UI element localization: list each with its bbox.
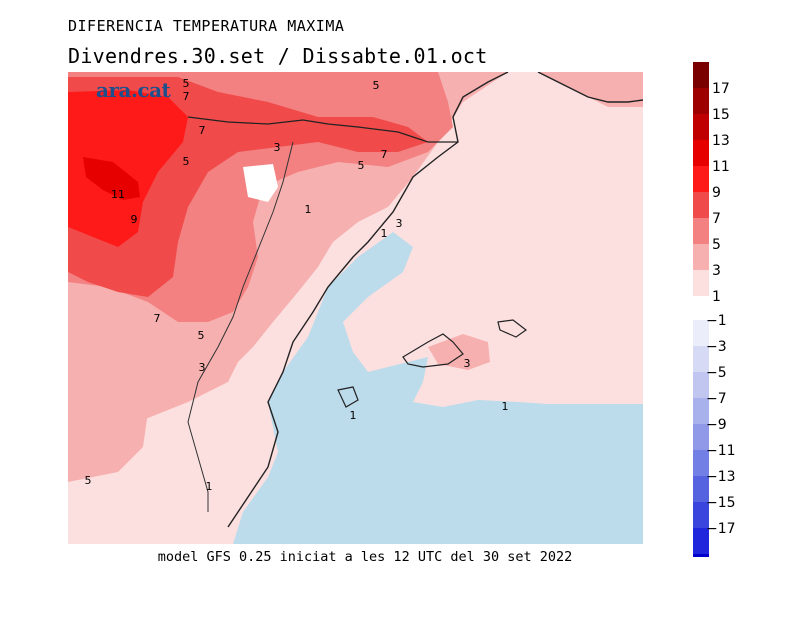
contour-label: 3 bbox=[199, 361, 206, 374]
contour-label: 5 bbox=[373, 79, 380, 92]
contour-label: 7 bbox=[199, 124, 206, 137]
legend-swatch bbox=[693, 450, 709, 476]
contour-label: 5 bbox=[183, 155, 190, 168]
legend-label: −13 bbox=[706, 469, 736, 485]
legend-label: 15 bbox=[712, 107, 730, 123]
legend-swatch bbox=[693, 424, 709, 450]
legend-label: −17 bbox=[706, 521, 736, 537]
zone-9-11 bbox=[68, 90, 188, 247]
legend-label: −3 bbox=[706, 339, 727, 355]
legend-swatch bbox=[693, 372, 709, 398]
contour-label: 1 bbox=[350, 409, 357, 422]
zone-near-zero bbox=[243, 164, 278, 202]
contour-label: 1 bbox=[206, 480, 213, 493]
contour-label: 9 bbox=[131, 213, 138, 226]
map-subtitle: Divendres.30.set / Dissabte.01.oct bbox=[68, 44, 488, 68]
legend-label: −15 bbox=[706, 495, 736, 511]
contour-label: 3 bbox=[464, 357, 471, 370]
legend-label: 13 bbox=[712, 133, 730, 149]
island-menorca bbox=[497, 319, 528, 338]
zone-3-5-east bbox=[538, 72, 643, 107]
color-legend: 17 15 13 11 9 7 5 3 1 −1 −3 −5 −7 −9 −11 −13 −15 −17 bbox=[693, 62, 736, 557]
legend-label: −1 bbox=[706, 313, 727, 329]
contour-label: 7 bbox=[183, 90, 190, 103]
model-info-footer: model GFS 0.25 iniciat a les 12 UTC del … bbox=[157, 549, 573, 565]
legend-swatch bbox=[693, 528, 709, 554]
legend-label: −11 bbox=[706, 443, 736, 459]
contour-label: 5 bbox=[85, 474, 92, 487]
legend-label: 17 bbox=[712, 81, 730, 97]
contour-label: 1 bbox=[502, 400, 509, 413]
coastline bbox=[227, 72, 643, 528]
legend-swatch bbox=[693, 140, 709, 166]
legend-label: −7 bbox=[706, 391, 727, 407]
contour-label: 1 bbox=[305, 203, 312, 216]
island-ibiza bbox=[337, 386, 359, 408]
contour-label: 5 bbox=[358, 159, 365, 172]
legend-swatch bbox=[693, 244, 709, 270]
zone-11-13 bbox=[83, 157, 140, 200]
contour-label: 3 bbox=[396, 217, 403, 230]
contour-label: 11 bbox=[111, 188, 125, 201]
zone-3-5-south bbox=[68, 392, 148, 482]
aracat-logo: ara.cat bbox=[96, 78, 171, 102]
legend-label: 11 bbox=[712, 159, 730, 175]
legend-label: −9 bbox=[706, 417, 727, 433]
legend-swatch bbox=[693, 88, 709, 114]
legend-swatch bbox=[693, 218, 709, 244]
legend-swatch bbox=[693, 502, 709, 528]
contour-label: 7 bbox=[381, 148, 388, 161]
legend-swatch bbox=[693, 346, 709, 372]
contour-label: 7 bbox=[154, 312, 161, 325]
legend-swatch bbox=[693, 192, 709, 218]
legend-label: 9 bbox=[712, 185, 721, 201]
legend-swatch bbox=[693, 554, 709, 557]
contour-label: 3 bbox=[274, 141, 281, 154]
sea-area bbox=[233, 232, 643, 544]
legend-swatch bbox=[693, 320, 709, 346]
legend-swatch bbox=[693, 270, 709, 296]
map-title: DIFERENCIA TEMPERATURA MAXIMA bbox=[68, 17, 345, 35]
contour-label: 5 bbox=[183, 77, 190, 90]
legend-label: 7 bbox=[712, 211, 721, 227]
legend-label: 3 bbox=[712, 263, 721, 279]
border-inner bbox=[187, 141, 294, 512]
legend-label: −5 bbox=[706, 365, 727, 381]
border-france-spain bbox=[187, 116, 458, 143]
legend-swatch bbox=[693, 166, 709, 192]
contour-label: 5 bbox=[198, 329, 205, 342]
island-mallorca bbox=[402, 333, 464, 368]
legend-label: 1 bbox=[712, 289, 721, 305]
legend-label: 5 bbox=[712, 237, 721, 253]
island-zone-3-5 bbox=[428, 334, 490, 370]
legend-swatch bbox=[693, 476, 709, 502]
legend-swatch bbox=[693, 62, 709, 88]
legend-swatch bbox=[693, 398, 709, 424]
temperature-difference-map: 5 7 5 7 3 5 7 5 11 9 1 3 1 7 5 3 3 1 1 1… bbox=[68, 72, 643, 544]
legend-swatch bbox=[693, 114, 709, 140]
contour-label: 1 bbox=[381, 227, 388, 240]
